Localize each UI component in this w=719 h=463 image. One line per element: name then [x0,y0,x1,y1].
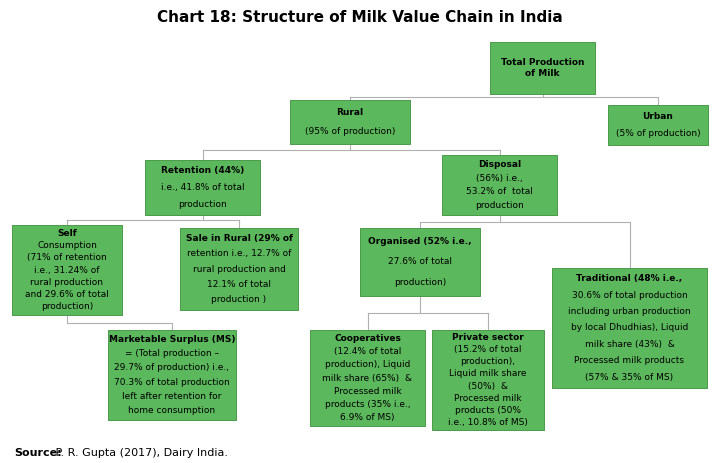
Text: milk share (65%)  &: milk share (65%) & [323,374,413,382]
Text: 27.6% of total: 27.6% of total [388,257,452,267]
Text: Self: Self [57,229,77,238]
Text: (15.2% of total: (15.2% of total [454,345,522,354]
Text: by local Dhudhias), Liquid: by local Dhudhias), Liquid [571,324,688,332]
Text: production), Liquid: production), Liquid [325,360,410,369]
Text: i.e., 31.24% of: i.e., 31.24% of [35,265,100,275]
FancyBboxPatch shape [180,228,298,310]
Text: milk share (43%)  &: milk share (43%) & [585,340,674,349]
Text: rural production and: rural production and [193,264,285,274]
Text: Urban: Urban [643,112,674,121]
Text: production),: production), [460,357,516,366]
Text: 29.7% of production) i.e.,: 29.7% of production) i.e., [114,363,229,372]
Text: Source:: Source: [14,448,62,458]
Text: including urban production: including urban production [568,307,691,316]
Text: 30.6% of total production: 30.6% of total production [572,291,687,300]
Text: production): production) [394,278,446,287]
Text: Disposal: Disposal [478,160,521,169]
FancyBboxPatch shape [12,225,122,315]
Text: products (50%: products (50% [455,406,521,415]
Text: Marketable Surplus (MS): Marketable Surplus (MS) [109,335,235,344]
Text: Organised (52% i.e.,: Organised (52% i.e., [368,237,472,246]
Text: production): production) [41,302,93,312]
Text: Processed milk: Processed milk [454,394,522,402]
Text: P. R. Gupta (2017), Dairy India.: P. R. Gupta (2017), Dairy India. [52,448,228,458]
Text: Traditional (48% i.e.,: Traditional (48% i.e., [577,274,682,283]
Text: (57% & 35% of MS): (57% & 35% of MS) [585,373,674,382]
FancyBboxPatch shape [290,100,410,144]
Text: i.e., 10.8% of MS): i.e., 10.8% of MS) [448,418,528,427]
Text: 53.2% of  total: 53.2% of total [466,188,533,196]
Text: Sale in Rural (29% of: Sale in Rural (29% of [186,233,293,243]
Text: home consumption: home consumption [129,406,216,415]
Text: (50%)  &: (50%) & [468,382,508,390]
Text: (71% of retention: (71% of retention [27,253,107,262]
FancyBboxPatch shape [108,330,236,420]
Text: (56%) i.e.,: (56%) i.e., [476,174,523,182]
Text: production ): production ) [211,295,267,305]
Text: i.e., 41.8% of total: i.e., 41.8% of total [160,183,244,192]
Text: Consumption: Consumption [37,241,97,250]
Text: products (35% i.e.,: products (35% i.e., [325,400,411,409]
Text: Processed milk: Processed milk [334,387,401,396]
Text: 70.3% of total production: 70.3% of total production [114,378,230,387]
FancyBboxPatch shape [310,330,425,426]
Text: left after retention for: left after retention for [122,392,221,401]
FancyBboxPatch shape [145,160,260,215]
Text: Retention (44%): Retention (44%) [161,166,244,175]
Text: 12.1% of total: 12.1% of total [207,280,271,289]
Text: Total Production
of Milk: Total Production of Milk [500,58,585,78]
Text: retention i.e., 12.7% of: retention i.e., 12.7% of [187,249,291,258]
Text: rural production: rural production [30,278,104,287]
Text: Chart 18: Structure of Milk Value Chain in India: Chart 18: Structure of Milk Value Chain … [157,11,562,25]
Text: (95% of production): (95% of production) [305,127,395,136]
FancyBboxPatch shape [552,268,707,388]
Text: Private sector: Private sector [452,333,524,342]
Text: Processed milk products: Processed milk products [574,357,684,365]
FancyBboxPatch shape [490,42,595,94]
Text: = (Total production –: = (Total production – [125,349,219,358]
FancyBboxPatch shape [608,105,708,145]
Text: (5% of production): (5% of production) [615,129,700,138]
Text: (12.4% of total: (12.4% of total [334,347,401,356]
Text: and 29.6% of total: and 29.6% of total [25,290,109,299]
Text: Rural: Rural [336,108,364,117]
FancyBboxPatch shape [432,330,544,430]
FancyBboxPatch shape [442,155,557,215]
Text: production: production [178,200,227,209]
Text: 6.9% of MS): 6.9% of MS) [340,413,395,422]
FancyBboxPatch shape [360,228,480,296]
Text: Cooperatives: Cooperatives [334,334,401,343]
Text: Liquid milk share: Liquid milk share [449,369,527,378]
Text: production: production [475,201,524,210]
